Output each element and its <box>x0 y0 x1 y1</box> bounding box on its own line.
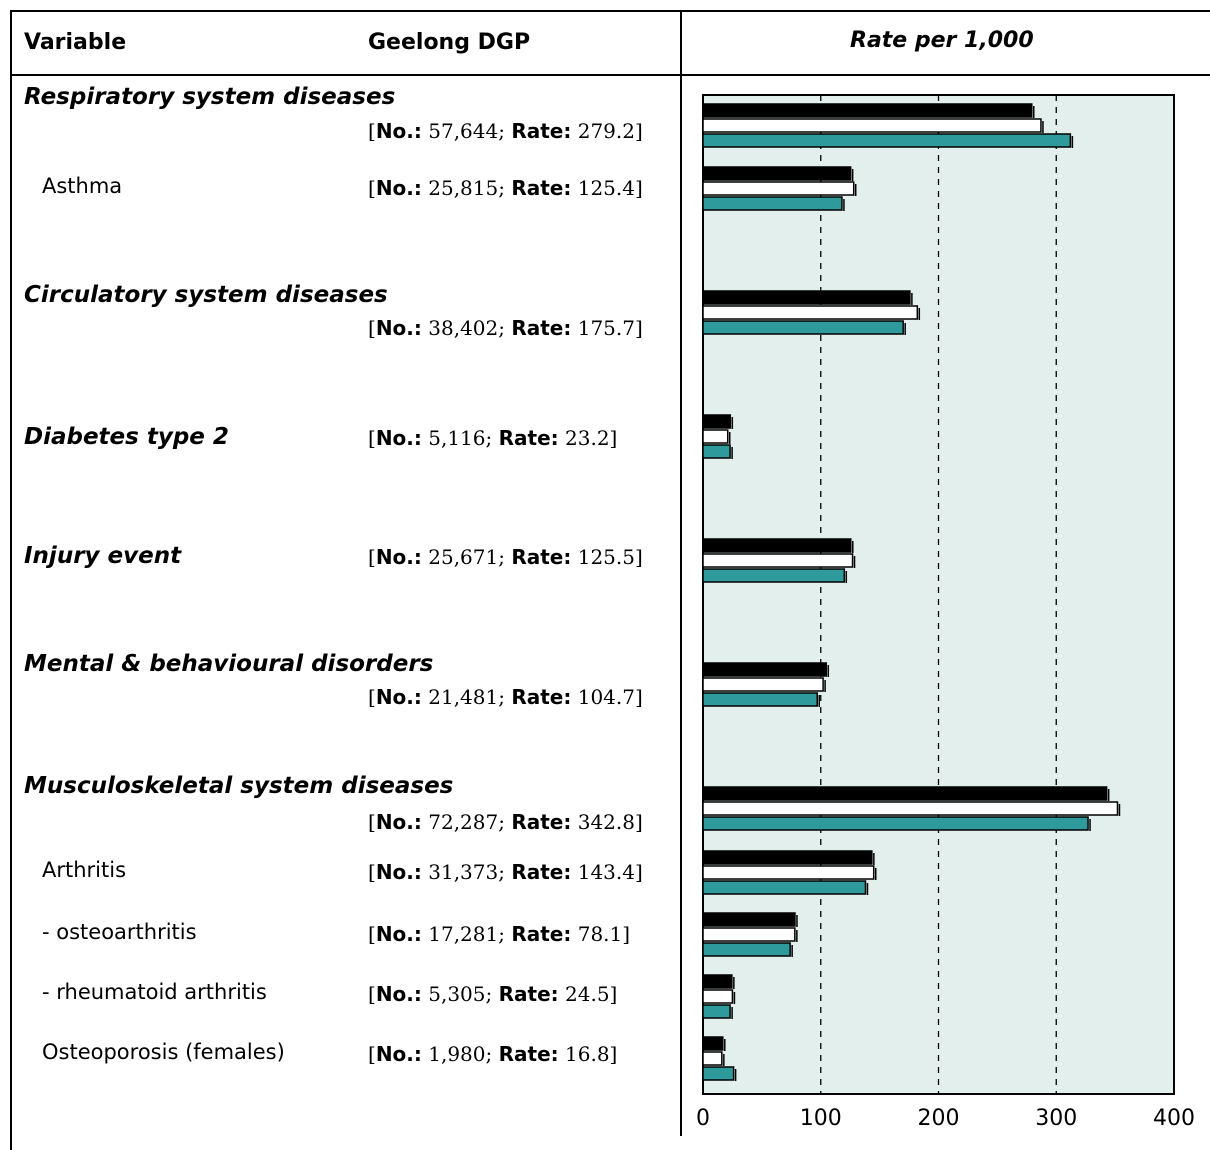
bar-series1-row3 <box>702 414 732 429</box>
bar-series3-row0 <box>702 133 1072 148</box>
bar-series2-row9 <box>702 989 734 1004</box>
bar-series2-row8 <box>702 927 796 942</box>
row-label-osteoporosis: Osteoporosis (females) <box>42 1040 285 1064</box>
row-label-respiratory: Respiratory system diseases <box>24 84 396 110</box>
bars-group <box>702 103 1121 1081</box>
row-label-injury: Injury event <box>24 543 182 569</box>
bar-series3-row2 <box>702 320 904 335</box>
bar-series3-row10 <box>702 1066 735 1081</box>
bar-series1-row10 <box>702 1036 724 1051</box>
rate-header: Rate per 1,000 <box>850 28 1034 53</box>
row-stat-osteoarthritis: [No.: 17,281; Rate: 78.1] <box>368 922 631 946</box>
row-label-rheumatoid: - rheumatoid arthritis <box>42 980 267 1004</box>
bar-series3-row3 <box>702 444 731 459</box>
row-label-circulatory: Circulatory system diseases <box>24 282 388 308</box>
row-label-osteoarthritis: - osteoarthritis <box>42 920 197 944</box>
bar-series3-row7 <box>702 880 867 895</box>
x-tick-label: 100 <box>799 1106 842 1131</box>
grid-lines <box>820 95 1057 1094</box>
x-tick-label: 0 <box>696 1106 710 1131</box>
bar-series2-row1 <box>702 181 855 196</box>
bar-series1-row5 <box>702 662 828 677</box>
row-stat-arthritis: [No.: 31,373; Rate: 143.4] <box>368 860 643 884</box>
table-frame <box>10 10 1210 1150</box>
region-header: Geelong DGP <box>368 30 531 55</box>
row-label-arthritis: Arthritis <box>42 858 127 882</box>
row-stat-asthma: [No.: 25,815; Rate: 125.4] <box>368 176 643 200</box>
bar-series1-row2 <box>702 290 911 305</box>
bar-series1-row1 <box>702 166 852 181</box>
bar-series2-row4 <box>702 553 854 568</box>
x-tick-label: 300 <box>1035 1106 1078 1131</box>
row-stat-osteoporosis: [No.: 1,980; Rate: 16.8] <box>368 1042 618 1066</box>
bar-series3-row5 <box>702 692 818 707</box>
row-stat-respiratory: [No.: 57,644; Rate: 279.2] <box>368 119 643 143</box>
bar-series1-row8 <box>702 912 796 927</box>
bar-series3-row6 <box>702 816 1089 831</box>
row-stat-musculoskeletal: [No.: 72,287; Rate: 342.8] <box>368 810 643 834</box>
bar-series3-row8 <box>702 942 791 957</box>
row-stat-injury: [No.: 25,671; Rate: 125.5] <box>368 545 643 569</box>
column-divider <box>680 10 682 1136</box>
bar-series2-row10 <box>702 1051 723 1066</box>
row-label-musculoskeletal: Musculoskeletal system diseases <box>24 773 454 799</box>
bar-series3-row1 <box>702 196 843 211</box>
header-divider <box>10 74 1210 76</box>
row-label-diabetes: Diabetes type 2 <box>24 424 229 450</box>
variable-header: Variable <box>24 30 127 55</box>
bar-series3-row9 <box>702 1004 731 1019</box>
x-tick-label: 400 <box>1153 1106 1195 1131</box>
bar-series2-row3 <box>702 429 729 444</box>
bar-series1-row9 <box>702 974 733 989</box>
bar-series3-row4 <box>702 568 846 583</box>
bar-series1-row6 <box>702 786 1108 801</box>
bar-series1-row7 <box>702 850 873 865</box>
bar-series2-row6 <box>702 801 1119 816</box>
row-label-mental: Mental & behavioural disorders <box>24 651 434 677</box>
x-tick-label: 200 <box>917 1106 960 1131</box>
row-stat-diabetes: [No.: 5,116; Rate: 23.2] <box>368 426 618 450</box>
bar-series1-row0 <box>702 103 1033 118</box>
row-stat-mental: [No.: 21,481; Rate: 104.7] <box>368 685 643 709</box>
bar-series1-row4 <box>702 538 852 553</box>
row-stat-rheumatoid: [No.: 5,305; Rate: 24.5] <box>368 982 618 1006</box>
row-label-asthma: Asthma <box>42 174 123 198</box>
bar-series2-row5 <box>702 677 824 692</box>
bar-series2-row0 <box>702 118 1042 133</box>
bar-series2-row2 <box>702 305 919 320</box>
row-stat-circulatory: [No.: 38,402; Rate: 175.7] <box>368 316 643 340</box>
bar-series2-row7 <box>702 865 875 880</box>
